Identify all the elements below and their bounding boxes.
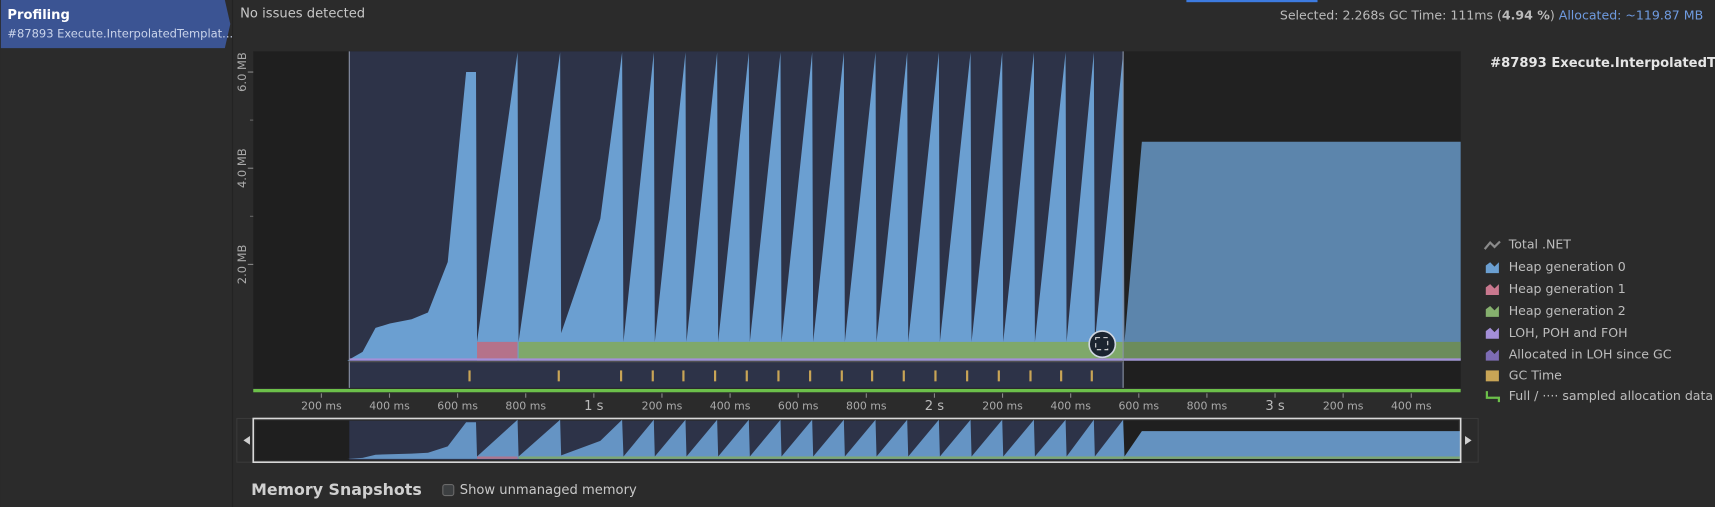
x-tick-label: 800 ms [846, 399, 887, 412]
gc-event [966, 370, 969, 382]
overview-area [477, 456, 518, 459]
allocated[interactable]: Allocated: ~119.87 MB [1559, 7, 1703, 22]
legend-label: Total .NET [1508, 236, 1572, 251]
x-tick-label: 200 ms [982, 399, 1023, 412]
gc-event [1060, 370, 1063, 382]
legend-label: Allocated in LOH since GC [1509, 347, 1672, 362]
legend-icon [1485, 327, 1499, 339]
x-tick-label: 600 ms [437, 399, 478, 412]
issues: No issues detected [240, 7, 365, 22]
x-tick-label: 400 ms [1391, 399, 1432, 412]
series-area [518, 341, 1461, 361]
gc-event [557, 370, 560, 382]
tab-subtitle: #87893 Execute.InterpolatedTemplat... [7, 26, 233, 40]
gc-close: ) [1550, 7, 1555, 22]
gc-event [1090, 370, 1093, 382]
legend-icon [1485, 262, 1499, 274]
gc-event [1029, 370, 1032, 382]
overview-area [518, 456, 1461, 459]
status-line: Selected: 2.268s GC Time: 111ms (4.94 %)… [1280, 7, 1703, 22]
series-area [477, 341, 518, 361]
snapshot-title: #87893 Execute.InterpolatedT... [1490, 56, 1715, 71]
y-tick-label: 6.0 MB [235, 52, 249, 92]
gc-time: GC Time: 111ms ( [1389, 7, 1502, 22]
x-tick-label: 600 ms [1118, 399, 1159, 412]
plot: 2.0 MB 4.0 MB 6.0 MB 200 ms 400 ms 600 ms 800 … [235, 51, 1479, 464]
x-tick-label: 800 ms [1187, 399, 1228, 412]
selected: Selected: 2.268s [1280, 7, 1385, 22]
y-tick-label: 4.0 MB [235, 148, 249, 188]
legend-icon [1485, 349, 1499, 361]
sidebar-tab[interactable] [0, 0, 231, 49]
gc-event [777, 370, 780, 382]
overview-window [252, 417, 1462, 464]
legend-label: Heap generation 2 [1509, 303, 1626, 318]
x-tick-label: 3 s [1265, 399, 1285, 414]
overview-area [347, 419, 1461, 459]
x-tick-label: 600 ms [778, 399, 819, 412]
gc-event [871, 370, 874, 382]
x-tick-label: 1 s [584, 399, 604, 414]
x-tick-label: 2 s [925, 399, 945, 414]
legend-icon [1485, 370, 1499, 382]
x-tick-label: 200 ms [301, 399, 342, 412]
legend-label: Heap generation 0 [1509, 259, 1626, 274]
legend-icon [1485, 284, 1499, 296]
gc-event [934, 370, 937, 382]
legend-label: Full / ···· sampled allocation data [1509, 388, 1713, 403]
y-tick-label: 2.0 MB [235, 244, 249, 284]
checkbox[interactable] [442, 484, 455, 497]
gc-event [997, 370, 1000, 382]
x-tick-label: 800 ms [505, 399, 546, 412]
progress-bar [1186, 0, 1318, 3]
gc-event [682, 370, 685, 382]
legend-icon [1485, 305, 1499, 317]
series-area [347, 52, 1461, 361]
full-data-strip [253, 388, 1461, 393]
legend-label: GC Time [1509, 367, 1562, 382]
x-tick-label: 400 ms [1050, 399, 1091, 412]
legend: Total .NET Heap generation 0 Heap generati… [1483, 236, 1713, 403]
checkbox-label[interactable]: Show unmanaged memory [460, 483, 637, 498]
x-tick-label: 200 ms [642, 399, 683, 412]
gc-event [902, 370, 905, 382]
legend-icon [1485, 391, 1500, 403]
gc-event [714, 370, 717, 382]
legend-icon [1483, 240, 1501, 250]
scroll-right[interactable] [1465, 435, 1472, 445]
legend-label: Heap generation 1 [1509, 281, 1626, 296]
snapshots-title: Memory Snapshots [251, 480, 422, 499]
gc-event [840, 370, 843, 382]
gc-event [745, 370, 748, 382]
gc-event [809, 370, 812, 382]
x-tick-label: 400 ms [710, 399, 751, 412]
gc-event [468, 370, 471, 382]
snapshot-button[interactable] [1088, 330, 1117, 359]
x-tick-label: 200 ms [1323, 399, 1364, 412]
gc-event [620, 370, 623, 382]
gc-event [651, 370, 654, 382]
scroll-left[interactable] [243, 435, 250, 445]
snapshot-icon [1095, 337, 1109, 351]
outside-dim [1123, 51, 1461, 361]
x-tick-label: 400 ms [369, 399, 410, 412]
legend-label: LOH, POH and FOH [1509, 325, 1628, 340]
sidebar [0, 0, 233, 507]
gc-percent: 4.94 % [1502, 7, 1550, 22]
tab-title: Profiling [7, 8, 70, 23]
